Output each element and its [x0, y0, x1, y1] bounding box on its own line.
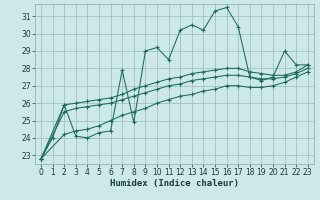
- X-axis label: Humidex (Indice chaleur): Humidex (Indice chaleur): [110, 179, 239, 188]
